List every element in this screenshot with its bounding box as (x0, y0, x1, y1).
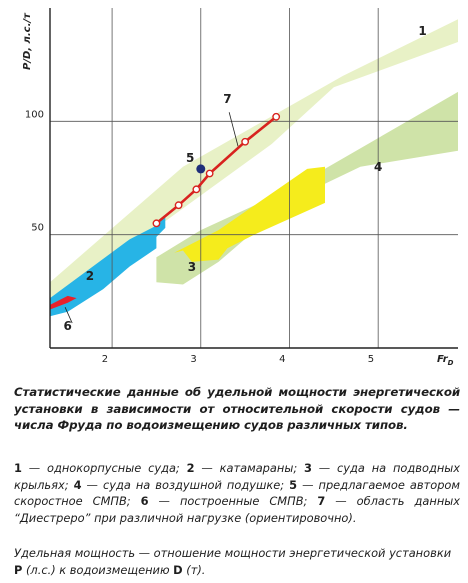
region-label-2: 2 (86, 269, 94, 283)
region-label-6: 6 (64, 319, 72, 333)
chart-regions (50, 19, 458, 317)
note-D: D (173, 562, 183, 577)
legend-text-7: — область данных “Диестреро” при различн… (14, 494, 460, 525)
series-line-7 (155, 115, 278, 225)
note-unit_p: (л.с.) к водоизмещению (22, 562, 174, 577)
note-P: P (14, 562, 23, 577)
legend-number-4: 4 (73, 477, 82, 492)
legend-text-6: — построенные СМПВ; (148, 494, 318, 508)
legend-number-2: 2 (186, 461, 195, 475)
chart-points (196, 164, 206, 174)
series-point-7 (192, 185, 201, 194)
region-label-1: 1 (418, 24, 426, 38)
chart: 1 2 3 4 5 6 7 2 3 4 5 50 100 P/D, л.с./т FrD (22, 8, 458, 367)
legend-number-6: 6 (140, 494, 149, 508)
series-point-7 (152, 219, 161, 228)
note-unit_d: (т). (182, 562, 206, 577)
series-point-7 (205, 169, 214, 178)
x-axis-label: FrD (437, 354, 454, 367)
legend-number-5: 5 (289, 477, 298, 492)
leader-line-7 (228, 112, 239, 147)
legend-text-1: — однокорпусные суда; (21, 461, 187, 475)
region-label-5: 5 (186, 151, 194, 165)
x-tick-label-4: 4 (279, 354, 285, 365)
legend-text-2: — катамараны; (194, 461, 305, 475)
y-tick-label-50: 50 (31, 223, 44, 234)
figure-caption: Статистические данные об удельной мощнос… (14, 385, 460, 432)
region-6 (50, 295, 77, 310)
y-tick-label-100: 100 (25, 109, 44, 120)
series-point-7 (241, 137, 250, 146)
note-prefix: Удельная мощность — отношение мощности э… (14, 546, 452, 560)
region-3 (174, 166, 325, 262)
region-1 (50, 19, 458, 305)
legend-number-3: 3 (304, 461, 312, 475)
legend-text-4: — суда на воздушной подушке; (81, 477, 290, 492)
region-label-4: 4 (374, 160, 382, 174)
region-label-3: 3 (188, 260, 196, 274)
series-point-7 (174, 201, 183, 210)
chart-labels: 1 2 3 4 5 6 7 (64, 24, 427, 333)
legend-text-3: — суда на подводных крыльях; (14, 461, 461, 492)
y-axis-label: P/D, л.с./т (22, 12, 33, 70)
figure-note: Удельная мощность — отношение мощности э… (14, 545, 460, 578)
leader-line-6 (64, 307, 73, 324)
x-tick-label-2: 2 (102, 354, 108, 365)
chart-series (152, 112, 281, 228)
legend-number-1: 1 (14, 461, 22, 475)
chart-grid (50, 8, 458, 348)
legend-number-7: 7 (317, 494, 326, 508)
x-tick-label-5: 5 (368, 354, 374, 365)
point-5 (196, 164, 206, 174)
series-point-7 (272, 112, 281, 121)
figure-legend: 1 — однокорпусные суда; 2 — катамараны; … (14, 460, 460, 526)
region-2 (50, 216, 166, 317)
legend-text-5: — предлагаемое автором скоростное СМПВ; (14, 477, 460, 509)
x-tick-label-3: 3 (190, 354, 196, 365)
region-label-7: 7 (223, 92, 231, 106)
